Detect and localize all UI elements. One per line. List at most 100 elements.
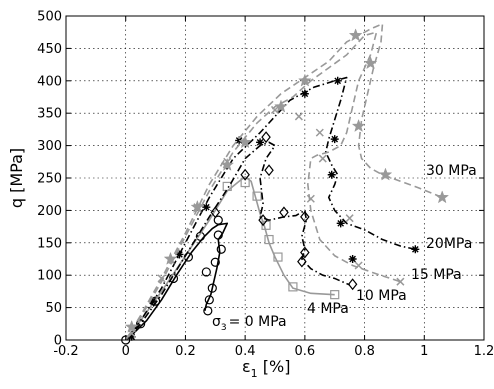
- data-point: [270, 105, 280, 114]
- series-3: [125, 76, 420, 341]
- data-point: [240, 168, 250, 181]
- data-point: [240, 177, 250, 188]
- data-point: [306, 194, 315, 203]
- data-point: [201, 267, 211, 277]
- y-tick-label: 450: [37, 42, 62, 57]
- y-tick-label: 350: [37, 107, 62, 122]
- data-point: [294, 112, 303, 121]
- data-point: [363, 56, 378, 70]
- data-point: [274, 99, 288, 113]
- x-tick-label: 1: [420, 344, 428, 359]
- data-point: [175, 250, 184, 259]
- data-point: [297, 255, 307, 268]
- annotation-4mpa: 4 MPa: [307, 301, 349, 317]
- x-tick-label: 0.8: [354, 344, 375, 359]
- annotation-30mpa: 30 MPa: [426, 163, 477, 179]
- data-point: [207, 283, 217, 293]
- data-point: [288, 282, 298, 292]
- data-point: [315, 128, 324, 137]
- data-point: [210, 257, 220, 267]
- data-point: [354, 261, 363, 270]
- annotation-sigma3-symbol: σ: [212, 314, 221, 330]
- data-point: [203, 306, 213, 316]
- data-point: [333, 76, 342, 85]
- series-line: [125, 76, 416, 341]
- x-axis-label-symbol: ε: [242, 357, 251, 376]
- data-point: [300, 210, 310, 223]
- data-point: [252, 191, 262, 201]
- x-tick-label: 0.6: [295, 344, 316, 359]
- data-point: [124, 319, 139, 333]
- data-point: [273, 252, 283, 262]
- data-point: [327, 170, 336, 179]
- series-layer: [121, 22, 450, 345]
- annotation-sigma3-value: = 0 MPa: [229, 314, 287, 330]
- data-point: [351, 118, 366, 133]
- annotation-15mpa: 15 MPa: [411, 267, 462, 283]
- annotation-20mpa: 20MPa: [426, 236, 472, 252]
- data-point: [396, 277, 405, 286]
- data-point: [435, 190, 450, 204]
- data-point: [347, 278, 358, 291]
- series-line: [125, 175, 335, 341]
- y-tick-label: 300: [37, 139, 62, 154]
- x-tick-label: 0.2: [175, 344, 196, 359]
- data-point: [264, 234, 274, 245]
- data-point: [330, 135, 339, 144]
- annotation-sigma3-subscript: 3: [221, 323, 227, 333]
- y-tick-label: 200: [37, 204, 62, 219]
- data-point: [148, 297, 157, 306]
- y-tick-label: 150: [37, 236, 62, 251]
- data-point: [127, 332, 136, 341]
- data-point: [216, 244, 226, 254]
- annotation-sigma3: σ3 = 0 MPa: [212, 314, 287, 333]
- data-point: [345, 214, 354, 223]
- data-point: [330, 290, 340, 300]
- data-point: [348, 255, 357, 263]
- plot-frame: [65, 15, 485, 341]
- data-point: [238, 135, 253, 149]
- data-point: [411, 245, 420, 254]
- x-axis-label-subscript: 1: [251, 367, 258, 380]
- x-axis-label-unit: [%]: [258, 357, 291, 376]
- data-point: [220, 157, 235, 171]
- data-point: [261, 131, 271, 144]
- data-point: [348, 28, 363, 42]
- data-point: [256, 138, 265, 147]
- data-point: [190, 199, 205, 214]
- data-point: [210, 206, 221, 219]
- data-point: [297, 73, 312, 87]
- data-point: [336, 219, 345, 228]
- x-tick-label: 0: [122, 344, 130, 359]
- y-tick-label: 50: [45, 301, 62, 316]
- data-point: [300, 246, 310, 259]
- data-point: [258, 214, 268, 227]
- data-point: [378, 167, 393, 181]
- axis-ticks: -0.2 0 0.2 0.4 0.6 0.8 1 1.20501001502002503003…: [37, 10, 494, 360]
- x-tick-label: 1.2: [474, 344, 494, 359]
- y-tick-label: 500: [37, 10, 62, 25]
- series-line: [125, 22, 443, 341]
- y-tick-label: 400: [37, 74, 62, 89]
- y-tick-label: 100: [37, 269, 62, 284]
- data-point: [213, 215, 223, 225]
- x-tick-label: -0.2: [53, 344, 78, 359]
- y-tick-label: 0: [54, 334, 62, 349]
- x-tick-label: 0.4: [235, 344, 256, 359]
- data-point: [213, 230, 223, 240]
- data-point: [222, 181, 232, 192]
- data-point: [163, 251, 178, 265]
- annotations: σ3 = 0 MPa 4 MPa 10 MPa 15 MPa 20MPa 30 M…: [212, 163, 477, 333]
- annotation-10mpa: 10 MPa: [356, 288, 407, 304]
- data-point: [204, 295, 214, 305]
- x-axis-label: ε1 [%]: [242, 357, 290, 380]
- data-point: [318, 154, 327, 163]
- y-tick-label: 250: [37, 172, 62, 187]
- data-point: [300, 89, 309, 98]
- grid-lines: [65, 15, 485, 341]
- data-point: [264, 164, 274, 177]
- data-point: [279, 206, 289, 219]
- series-5: [124, 22, 450, 341]
- y-axis-label: q [MPa]: [7, 148, 26, 208]
